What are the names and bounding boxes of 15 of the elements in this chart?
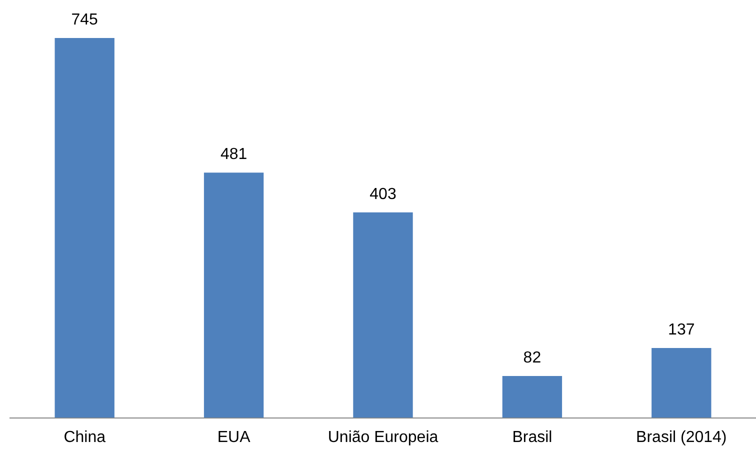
bar [652, 348, 712, 418]
x-tick-label: Brasil (2014) [636, 428, 727, 446]
bar [502, 376, 562, 418]
x-tick-label: EUA [217, 428, 251, 446]
x-tick-label: Brasil [512, 428, 552, 446]
bar [54, 38, 114, 418]
data-label: 481 [220, 146, 248, 164]
x-tick-label: União Europeia [328, 428, 438, 446]
data-label: 82 [523, 349, 542, 366]
x-tick-label: China [64, 428, 106, 446]
data-label: 403 [370, 186, 396, 203]
data-label: 745 [71, 11, 98, 28]
bar [353, 212, 413, 418]
data-label: 137 [668, 321, 695, 338]
bar [204, 172, 264, 418]
